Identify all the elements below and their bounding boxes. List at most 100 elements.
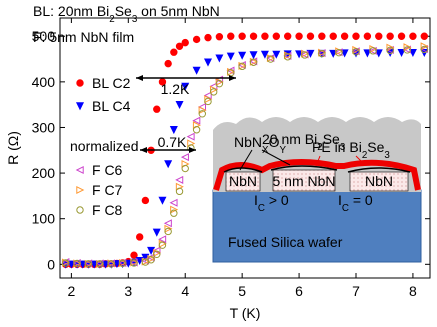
data-point: [227, 32, 235, 40]
nbn-island: [225, 171, 261, 192]
current-label-part: = 0: [349, 192, 373, 208]
y-tick-label: 100: [32, 211, 56, 227]
y-tick-label: 0: [47, 256, 55, 272]
data-point: [158, 241, 167, 249]
data-point: [272, 32, 281, 40]
nbn-island: [272, 169, 336, 192]
data-point: [318, 49, 326, 58]
data-point: [352, 32, 360, 40]
data-point: [181, 82, 190, 91]
layer-label-sub: 3: [340, 142, 346, 153]
oxide-label-sub: Y: [279, 145, 286, 156]
data-point: [209, 88, 218, 96]
data-point: [397, 48, 406, 57]
pe-layer: [213, 159, 421, 191]
pe-label-sub: 3: [384, 150, 390, 161]
pe-label-part: PE in Bi: [312, 139, 362, 155]
marker: [75, 165, 84, 175]
y-tick-label: 200: [32, 165, 56, 181]
pe-label: PE in Bi2Se3: [312, 139, 390, 161]
data-point: [204, 95, 213, 104]
legend-note: normalized: [70, 138, 138, 154]
oxide-label: NbNXOY: [234, 134, 286, 156]
substrate-label: Fused Silica wafer: [228, 234, 343, 250]
data-point: [118, 259, 127, 268]
data-point: [352, 48, 360, 56]
data-point: [420, 42, 429, 51]
data-point: [226, 66, 235, 75]
data-point: [209, 85, 219, 94]
data-point: [90, 260, 99, 269]
data-point: [301, 51, 309, 59]
data-point: [340, 32, 349, 40]
layer-label-part: Se: [323, 131, 340, 147]
data-point: [215, 33, 224, 41]
data-point: [192, 66, 201, 75]
data-point: [295, 50, 304, 59]
data-point: [181, 38, 189, 47]
data-point: [101, 260, 110, 269]
substrate: [212, 189, 422, 263]
current-label-part: I: [254, 192, 258, 208]
pointer: [355, 155, 365, 165]
data-point: [170, 205, 179, 214]
x-tick-label: 4: [181, 283, 189, 299]
current-label-part: > 0: [265, 192, 289, 208]
oxide-label-part: O: [269, 134, 280, 150]
plot-frame: [59, 17, 431, 279]
x-tick-label: 8: [409, 283, 417, 299]
data-point: [158, 196, 167, 205]
data-point: [181, 164, 189, 173]
data-point: [164, 224, 173, 233]
data-point: [329, 32, 337, 40]
data-point: [363, 32, 372, 40]
data-point: [130, 259, 138, 267]
data-point: [249, 51, 258, 60]
x-tick-label: 3: [124, 283, 132, 299]
data-point: [112, 260, 121, 269]
data-point: [386, 43, 395, 52]
data-point: [375, 32, 383, 40]
data-point: [249, 32, 258, 40]
data-point: [175, 175, 184, 184]
data-point: [204, 97, 212, 106]
data-point: [153, 250, 161, 258]
oxide-label-part: NbN: [234, 134, 262, 150]
data-point: [260, 50, 269, 59]
series: [61, 45, 429, 268]
data-point: [340, 49, 349, 58]
data-point: [397, 32, 406, 40]
data-point: [96, 260, 104, 268]
annotation: 1.2K: [161, 81, 190, 97]
data-point: [386, 32, 394, 40]
data-point: [175, 187, 184, 196]
data-point: [170, 209, 178, 217]
data-point: [175, 42, 184, 50]
data-point: [295, 32, 303, 40]
oxide-label-sub: X: [262, 145, 269, 156]
y-tick-label: 400: [32, 74, 56, 90]
chart-title-part: BL: 20nm Bi: [33, 3, 109, 19]
nbn-island: [349, 171, 409, 192]
data-point: [78, 260, 87, 269]
data-point: [335, 48, 343, 57]
plot-area: [59, 17, 431, 279]
data-point: [84, 260, 93, 268]
data-point: [158, 235, 167, 244]
marker: [76, 206, 84, 214]
data-point: [238, 32, 246, 40]
inset-diagram: [212, 117, 422, 263]
data-point: [186, 132, 195, 141]
current-label: IC > 0: [254, 192, 289, 214]
data-point: [266, 55, 275, 63]
pointer: [239, 149, 253, 171]
chart-title-part: on 5nm NbN: [137, 3, 219, 19]
data-point: [153, 105, 161, 113]
data-point: [164, 160, 173, 169]
layer-label: 20 nm Bi2Se3: [262, 131, 346, 153]
arrow-head: [136, 75, 143, 81]
y-tick-label: 500: [32, 28, 56, 44]
island-label: NbN: [229, 173, 257, 189]
data-point: [386, 46, 394, 55]
